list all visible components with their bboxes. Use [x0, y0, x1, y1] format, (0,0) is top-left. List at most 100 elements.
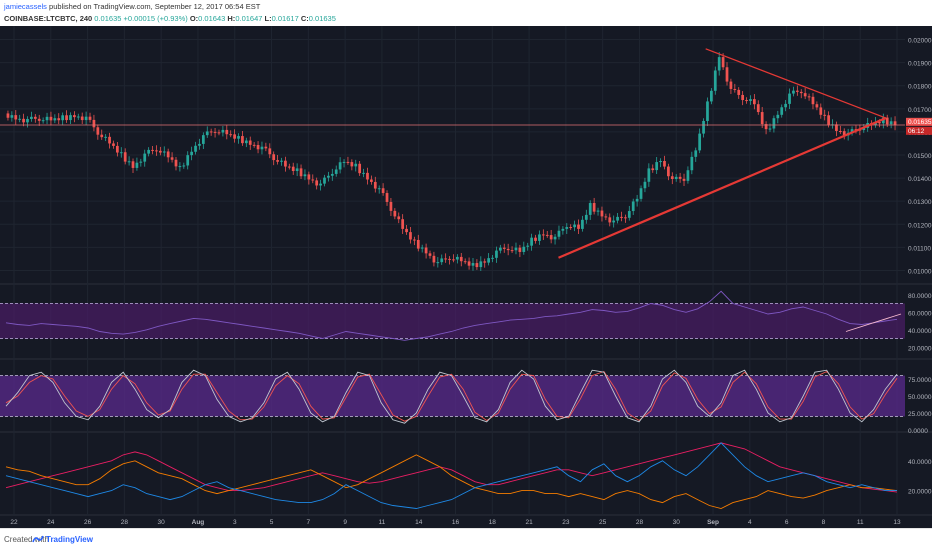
- close-value: 0.01635: [308, 14, 336, 23]
- publish-line: jamiecassels published on TradingView.co…: [4, 1, 260, 12]
- candle-body: [698, 133, 702, 151]
- candle-body: [573, 224, 576, 228]
- candle-body: [217, 132, 221, 134]
- candle-body: [760, 112, 764, 125]
- candle-body: [792, 90, 795, 94]
- time-tick-label: 16: [452, 519, 460, 526]
- candle-body: [495, 250, 498, 258]
- candle-body: [440, 258, 444, 263]
- candle-body: [76, 116, 80, 118]
- candle-body: [784, 103, 787, 108]
- candle-body: [147, 149, 151, 154]
- price-tick-label: 0.01100: [908, 245, 931, 252]
- candle-body: [131, 161, 135, 168]
- candle-body: [893, 121, 897, 126]
- rsi-tick-label: 40.0000: [908, 328, 932, 335]
- last-price-badge: [906, 117, 932, 126]
- candle-body: [221, 129, 225, 133]
- candle-body: [561, 228, 565, 231]
- candle-body: [725, 67, 729, 82]
- price-tick-label: 0.01200: [908, 222, 932, 229]
- candle-body: [370, 179, 373, 182]
- stoch-band: [0, 375, 905, 417]
- candle-body: [510, 250, 514, 252]
- candle-body: [315, 180, 319, 186]
- candle-body: [123, 152, 127, 162]
- price-pane[interactable]: [0, 48, 905, 271]
- candle-body: [205, 131, 209, 136]
- candle-body: [323, 177, 326, 184]
- time-tick-label: 6: [785, 519, 789, 526]
- candle-body: [6, 113, 10, 118]
- candle-body: [807, 96, 811, 98]
- candle-body: [393, 210, 397, 217]
- author-link[interactable]: jamiecassels: [4, 2, 47, 11]
- trading-chart[interactable]: 0.020000.019000.018000.017000.016000.015…: [0, 26, 932, 528]
- candle-body: [307, 174, 311, 180]
- candle-body: [151, 149, 154, 151]
- candle-body: [741, 94, 745, 101]
- candle-body: [819, 107, 823, 115]
- rsi-trendline: [845, 313, 902, 332]
- candle-body: [498, 247, 502, 251]
- candle-body: [276, 160, 279, 162]
- candle-body: [463, 261, 467, 263]
- candle-body: [885, 117, 889, 125]
- candle-body: [416, 239, 420, 249]
- dmi-tick-label: 40.0000: [908, 459, 932, 466]
- candle-body: [260, 146, 264, 150]
- candle-body: [842, 131, 846, 136]
- candle-body: [57, 118, 61, 121]
- candle-body: [538, 234, 541, 241]
- candle-body: [545, 234, 549, 236]
- time-tick-label: Aug: [192, 519, 205, 526]
- candle-body: [69, 115, 72, 121]
- candle-body: [186, 155, 190, 166]
- chart-header: jamiecassels published on TradingView.co…: [0, 0, 932, 26]
- candle-body: [889, 121, 893, 125]
- candle-body: [811, 96, 815, 105]
- time-tick-label: 11: [857, 519, 864, 526]
- candle-body: [14, 115, 18, 120]
- candle-body: [330, 173, 334, 176]
- tradingview-logo-icon: [32, 535, 44, 543]
- candle-body: [588, 203, 592, 215]
- candle-body: [100, 134, 104, 138]
- chart-footer: Created with TradingView: [0, 528, 932, 551]
- candle-body: [596, 210, 600, 212]
- rsi-pane[interactable]: [0, 290, 905, 341]
- dmi-pane[interactable]: [5, 442, 898, 509]
- candle-body: [592, 203, 596, 212]
- candle-body: [491, 257, 494, 259]
- candle-body: [475, 263, 479, 268]
- candle-body: [22, 118, 25, 123]
- candle-body: [553, 236, 557, 240]
- candle-body: [327, 175, 330, 178]
- stoch-rsi-pane[interactable]: [0, 369, 905, 424]
- price-axis[interactable]: 0.020000.019000.018000.017000.016000.015…: [906, 38, 932, 496]
- candle-body: [479, 261, 483, 268]
- candle-body: [170, 157, 174, 160]
- candle-body: [284, 160, 287, 167]
- time-tick-label: 26: [84, 519, 92, 526]
- candle-body: [436, 262, 440, 264]
- brand-link[interactable]: TradingView: [46, 535, 93, 544]
- candle-body: [569, 227, 573, 229]
- candle-body: [409, 232, 412, 240]
- candle-body: [803, 93, 807, 97]
- candle-body: [229, 134, 233, 136]
- candle-body: [878, 122, 881, 124]
- candle-body: [854, 129, 858, 131]
- candle-body: [354, 163, 358, 167]
- time-axis[interactable]: 22 24 26 28 30 Aug 3 5 7 9 11 14 16 18 21 23 25 28 30 Sep 4 6…: [10, 519, 901, 526]
- candle-body: [659, 161, 662, 163]
- candle-body: [815, 104, 819, 108]
- candle-body: [663, 161, 666, 167]
- candle-body: [799, 91, 803, 94]
- time-tick-label: 8: [822, 519, 826, 526]
- candle-body: [385, 193, 389, 202]
- candle-body: [721, 57, 725, 68]
- change-value: +0.00015 (+0.93%): [123, 14, 188, 23]
- candle-body: [405, 228, 408, 233]
- candle-body: [112, 143, 115, 146]
